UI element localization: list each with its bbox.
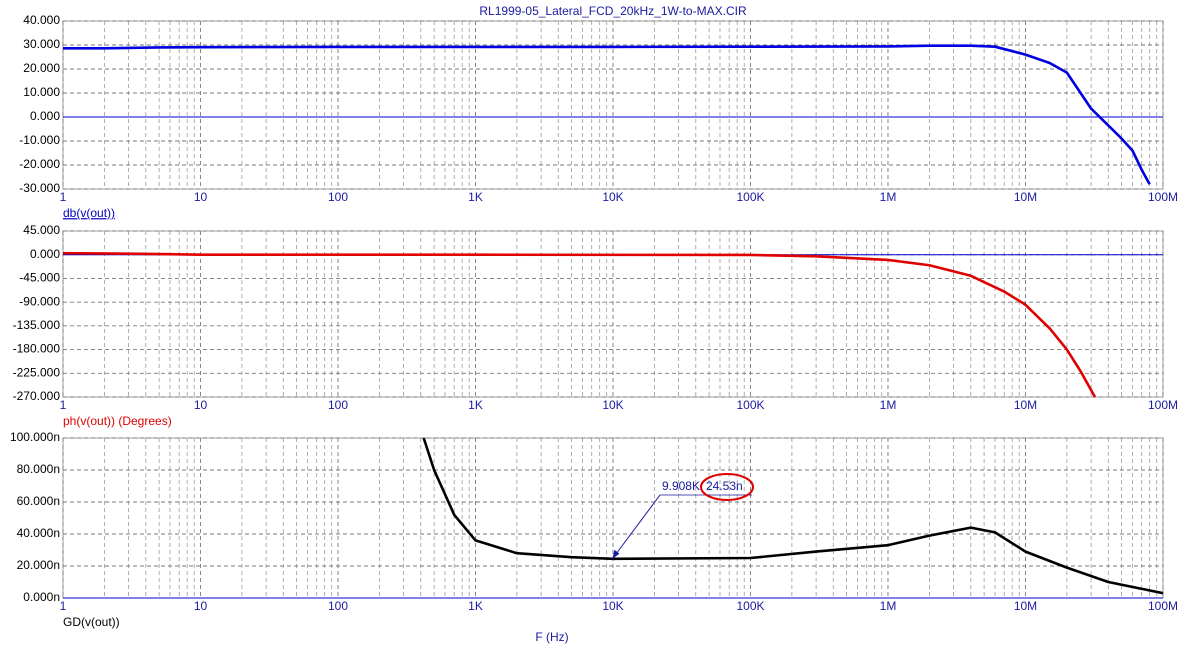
x-tick-label: 1M [880, 599, 897, 613]
y-tick-label: 0.000 [30, 247, 60, 261]
x-axis-label: F (Hz) [535, 630, 568, 644]
x-tick-label: 10K [602, 599, 623, 613]
x-tick-label: 1K [468, 190, 483, 204]
y-tick-label: 20.000n [17, 558, 60, 572]
x-tick-label: 10M [1014, 599, 1037, 613]
x-tick-label: 100K [736, 190, 764, 204]
x-tick-label: 10 [194, 599, 208, 613]
x-tick-label: 10 [194, 398, 208, 412]
y-axis-label: ph(v(out)) (Degrees) [63, 414, 172, 428]
annotation-leader [612, 494, 661, 560]
x-tick-label: 100K [736, 599, 764, 613]
y-tick-label: 40.000 [23, 13, 60, 27]
x-tick-label: 100M [1148, 190, 1178, 204]
annotation-arrow [612, 549, 620, 559]
x-tick-label: 100K [736, 398, 764, 412]
x-tick-label: 100 [328, 398, 348, 412]
x-tick-label: 10K [602, 398, 623, 412]
y-tick-label: -270.000 [13, 389, 61, 403]
y-tick-label: -225.000 [13, 365, 61, 379]
x-tick-label: 100M [1148, 599, 1178, 613]
x-tick-label: 1K [468, 599, 483, 613]
x-tick-label: 1K [468, 398, 483, 412]
series-line [63, 44, 1151, 185]
annotation-y-label: 24.53n [706, 479, 743, 493]
chart-title: RL1999-05_Lateral_FCD_20kHz_1W-to-MAX.CI… [479, 4, 747, 18]
y-tick-label: 10.000 [23, 85, 60, 99]
x-tick-label: 10 [194, 190, 208, 204]
y-tick-label: -135.000 [13, 318, 61, 332]
x-tick-label: 1M [880, 190, 897, 204]
y-tick-label: 100.000n [10, 430, 60, 444]
y-tick-label: 60.000n [17, 494, 60, 508]
x-tick-label: 100 [328, 190, 348, 204]
x-tick-label: 1 [60, 398, 67, 412]
x-tick-label: 1M [880, 398, 897, 412]
x-tick-label: 10K [602, 190, 623, 204]
x-tick-label: 1 [60, 599, 67, 613]
y-tick-label: 0.000 [30, 109, 60, 123]
y-tick-label: 45.000 [23, 223, 60, 237]
y-tick-label: 80.000n [17, 462, 60, 476]
y-tick-label: -10.000 [19, 133, 60, 147]
series-line [422, 437, 1164, 595]
y-tick-label: -90.000 [19, 294, 60, 308]
series-line [62, 251, 1097, 398]
y-axis-label: db(v(out)) [63, 206, 115, 220]
y-tick-label: 0.000n [23, 590, 60, 604]
y-tick-label: 30.000 [23, 37, 60, 51]
y-tick-label: 20.000 [23, 61, 60, 75]
y-tick-label: -20.000 [19, 157, 60, 171]
y-tick-label: 40.000n [17, 526, 60, 540]
y-tick-label: -180.000 [13, 342, 61, 356]
y-tick-label: -30.000 [19, 181, 60, 195]
x-tick-label: 100M [1148, 398, 1178, 412]
y-axis-label: GD(v(out)) [63, 615, 120, 629]
annotation-highlight [700, 473, 754, 501]
annotation-x-label: 9.908K [662, 479, 700, 493]
x-tick-label: 10M [1014, 190, 1037, 204]
x-tick-label: 100 [328, 599, 348, 613]
x-tick-label: 1 [60, 190, 67, 204]
y-tick-label: -45.000 [19, 271, 60, 285]
x-tick-label: 10M [1014, 398, 1037, 412]
